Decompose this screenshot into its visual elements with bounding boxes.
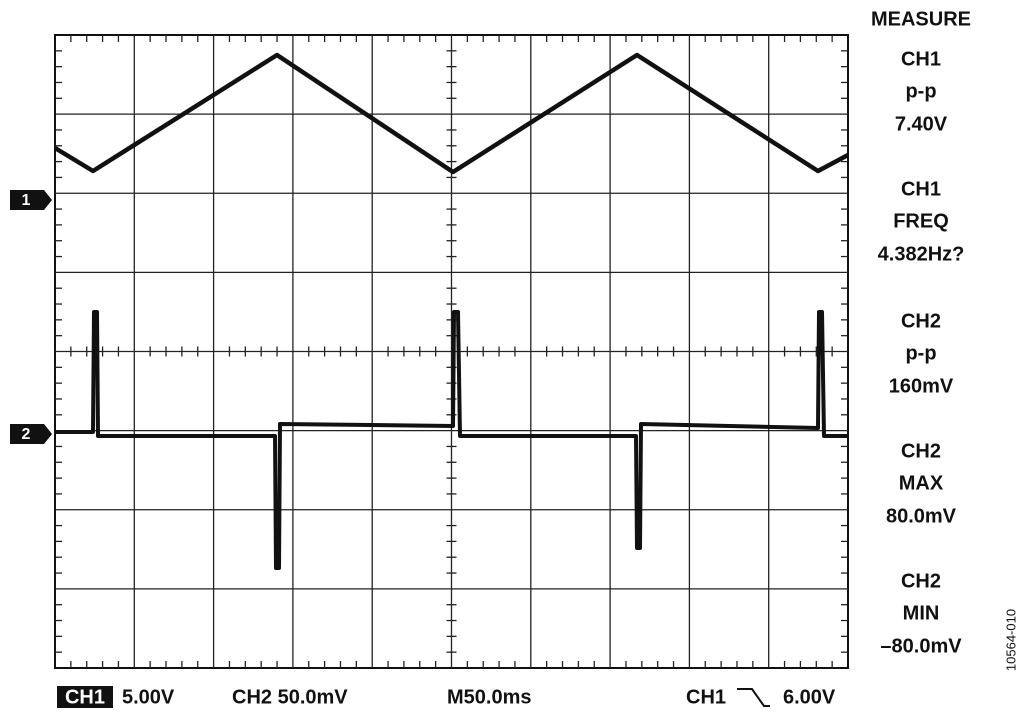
ch1-marker: 1 — [10, 190, 52, 210]
trigger-source: CH1 — [686, 686, 726, 708]
ch2-scale: CH2 50.0mV — [232, 686, 348, 708]
measure-title: MEASURE — [871, 8, 971, 30]
measure-channel: CH1 — [901, 178, 941, 200]
marker-label: 2 — [22, 426, 31, 443]
measure-label: MAX — [899, 472, 944, 494]
graticule — [55, 35, 848, 668]
measure-panel: CH1 p-p 7.40V CH1 FREQ 4.382Hz? CH2 p-p 160mV CH2… — [878, 48, 965, 657]
figure-id: 10564-010 — [1003, 609, 1018, 671]
measure-value: 7.40V — [895, 113, 948, 135]
measure-channel: CH2 — [901, 570, 941, 592]
ch1-trace — [53, 52, 850, 175]
measure-label: FREQ — [893, 210, 949, 232]
measure-label: MIN — [903, 602, 940, 624]
ch1-scale: 5.00V — [122, 686, 175, 708]
ch2-marker: 2 — [10, 424, 52, 444]
measure-value: –80.0mV — [880, 635, 962, 657]
ch1-box — [57, 686, 113, 708]
measure-value: 160mV — [889, 375, 954, 397]
ch1-box-label: CH1 — [65, 686, 105, 708]
measure-channel: CH2 — [901, 310, 941, 332]
measure-label: p-p — [905, 80, 936, 102]
trigger-level: 6.00V — [783, 686, 836, 708]
measure-label: p-p — [905, 342, 936, 364]
measure-channel: CH2 — [901, 440, 941, 462]
marker-label: 1 — [22, 192, 31, 209]
measure-channel: CH1 — [901, 48, 941, 70]
measure-value: 80.0mV — [886, 505, 957, 527]
timebase: M50.0ms — [447, 686, 532, 708]
ch2-trace — [55, 310, 848, 570]
trigger-slope-icon — [737, 688, 770, 707]
measure-value: 4.382Hz? — [878, 243, 965, 265]
